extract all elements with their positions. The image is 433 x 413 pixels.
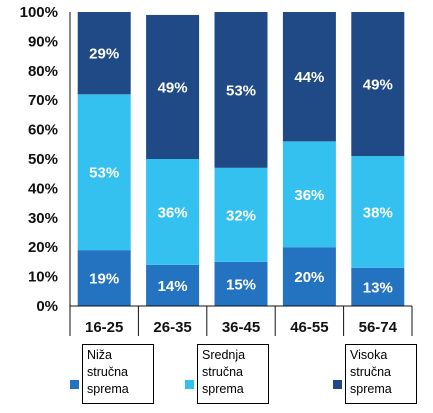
y-tick-label: 90%	[28, 33, 58, 50]
y-axis: 0% 10% 20% 30% 40% 50% 60% 70% 80% 90% 100%	[20, 4, 71, 315]
legend-label-line3: sprema	[87, 382, 129, 396]
data-label: 53%	[226, 82, 256, 99]
bar-segment-46-55-niza	[282, 247, 336, 306]
y-tick-label: 10%	[28, 269, 58, 286]
x-tick-label: 16-25	[85, 319, 123, 336]
data-label: 14%	[158, 278, 188, 295]
legend-swatch	[333, 380, 342, 389]
legend-label-line3: sprema	[350, 382, 392, 396]
bar-segment-26-35-visoka	[146, 14, 200, 159]
bar-segment-36-45-visoka	[214, 12, 268, 168]
data-label: 32%	[226, 207, 256, 224]
data-label: 38%	[363, 204, 393, 221]
y-tick-label: 40%	[28, 180, 58, 197]
legend-label-box: Visoka stručna sprema	[345, 344, 417, 404]
legend-label-line3: sprema	[202, 382, 244, 396]
y-tick-label: 70%	[28, 92, 58, 109]
x-axis: 16-25 26-35 36-45 46-55 56-74	[69, 305, 413, 336]
bar-segment-56-74-srednja	[351, 156, 405, 268]
data-label: 13%	[363, 279, 393, 296]
legend-label-line2: stručna	[202, 365, 243, 379]
bar-segment-56-74-visoka	[351, 12, 405, 157]
data-label: 53%	[89, 165, 119, 182]
x-tick-label: 36-45	[222, 319, 260, 336]
legend-label-line1: Visoka	[350, 348, 388, 362]
y-tick-label: 100%	[20, 4, 58, 21]
legend-label-box: Srednja stručna sprema	[197, 344, 269, 404]
legend-swatch	[70, 380, 79, 389]
data-label: 19%	[89, 271, 119, 288]
data-label: 49%	[158, 79, 188, 96]
y-tick-label: 60%	[28, 122, 58, 139]
bar-segment-36-45-srednja	[214, 167, 268, 262]
bar-segment-16-25-srednja	[77, 94, 131, 251]
data-label: 36%	[294, 187, 324, 204]
bar-segment-26-35-srednja	[146, 159, 200, 265]
bars: 19% 53% 29% 14% 36% 49% 15% 32% 53% 20% 36% 44% 13% 3…	[77, 12, 405, 306]
legend-label-box: Niža stručna sprema	[82, 344, 154, 404]
legend-label-line1: Niža	[87, 348, 113, 362]
legend-swatch	[185, 380, 194, 389]
data-label: 36%	[158, 204, 188, 221]
data-label: 44%	[294, 69, 324, 86]
bar-segment-16-25-niza	[77, 250, 131, 306]
legend-label-line2: stručna	[87, 365, 128, 379]
x-tick-label: 56-74	[359, 319, 398, 336]
legend-label-line1: Srednja	[202, 348, 246, 362]
y-tick-label: 80%	[28, 63, 58, 80]
bar-segment-46-55-srednja	[282, 141, 336, 248]
x-tick-label: 26-35	[153, 319, 191, 336]
bar-segment-16-25-visoka	[77, 12, 131, 95]
y-tick-label: 30%	[28, 210, 58, 227]
x-tick-label: 46-55	[290, 319, 328, 336]
bar-segment-36-45-niza	[214, 261, 268, 306]
bar-segment-26-35-niza	[146, 264, 200, 306]
y-tick-label: 0%	[36, 298, 58, 315]
y-tick-label: 50%	[28, 151, 58, 168]
data-label: 29%	[89, 46, 119, 63]
data-label: 49%	[363, 77, 393, 94]
bar-segment-46-55-visoka	[282, 12, 336, 142]
y-tick-label: 20%	[28, 239, 58, 256]
data-label: 15%	[226, 276, 256, 293]
legend-label-line2: stručna	[350, 365, 391, 379]
bar-segment-56-74-niza	[351, 267, 405, 306]
data-label: 20%	[294, 269, 324, 286]
